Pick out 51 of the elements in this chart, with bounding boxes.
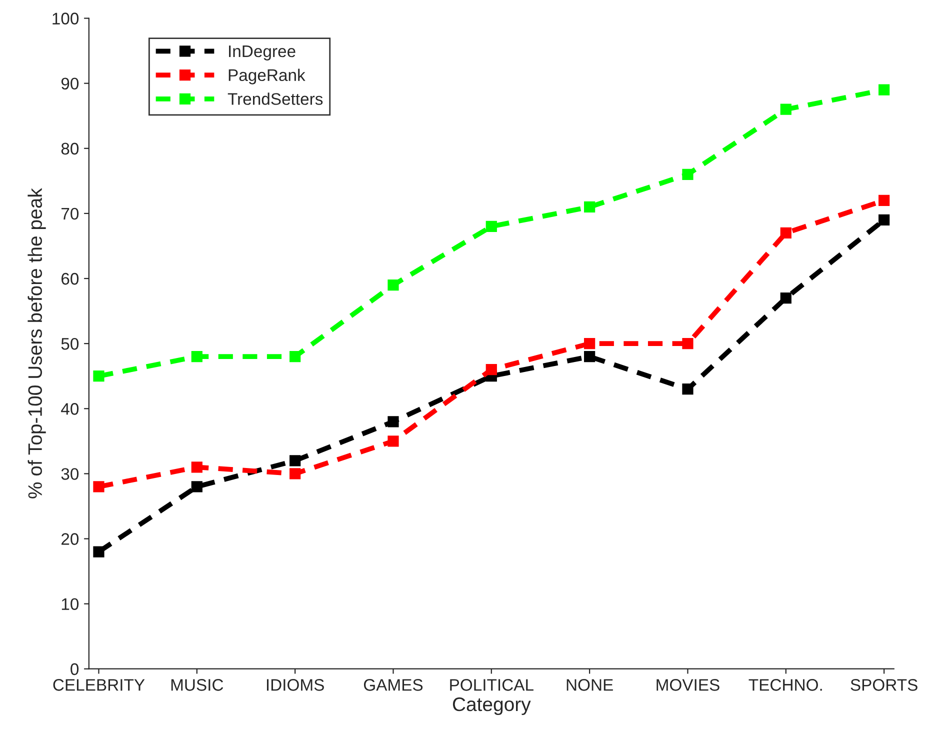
x-tick-label: MOVIES: [656, 679, 720, 691]
y-tick-label: 20: [62, 533, 79, 545]
point: [93, 370, 104, 382]
x-tick-label: CELEBRITY: [53, 679, 145, 691]
x-tick-label: POLITICAL: [450, 679, 534, 691]
x-tick-label: MUSIC: [171, 679, 224, 691]
y-tick-label: 10: [62, 598, 79, 610]
y-tick-label: 40: [61, 403, 79, 415]
y-tick-label: 70: [62, 208, 79, 220]
y-tick-label: 80: [61, 142, 79, 155]
legend-label: PageRank: [228, 68, 306, 84]
y-tick-label: 30: [61, 468, 79, 480]
x-tick-label: SPORTS: [850, 679, 918, 691]
point: [388, 416, 399, 428]
point: [682, 168, 694, 180]
point: [682, 384, 694, 395]
point: [93, 481, 104, 492]
point: [878, 84, 890, 96]
point: [682, 338, 694, 350]
point: [93, 546, 104, 558]
point: [290, 468, 301, 480]
point: [290, 351, 301, 362]
x-tick-label: TECHNO.: [748, 679, 822, 691]
point: [878, 214, 890, 226]
legend-label: TrendSetters: [228, 92, 323, 105]
point: [584, 351, 596, 362]
y-tick-label: 90: [61, 78, 79, 90]
x-axis-title: Category: [452, 697, 531, 716]
point: [191, 351, 202, 362]
legend-label: InDegree: [229, 46, 296, 60]
point: [191, 462, 202, 473]
point: [584, 338, 596, 350]
point: [290, 455, 301, 466]
y-tick-label: 60: [62, 272, 79, 285]
point: [486, 220, 497, 232]
y-axis-title: % of Top-100 Users before the peak: [28, 188, 46, 498]
point: [388, 279, 399, 291]
point: [486, 364, 497, 376]
point: [584, 201, 596, 212]
y-tick-label: 0: [70, 663, 79, 676]
point: [878, 194, 890, 206]
x-tick-label: IDIOMS: [266, 679, 324, 691]
point: [191, 481, 202, 492]
point: [780, 104, 792, 115]
point: [780, 292, 792, 304]
x-tick-label: GAMES: [364, 679, 423, 691]
x-tick-label: NONE: [566, 679, 613, 691]
y-tick-label: 100: [52, 12, 79, 24]
point: [388, 436, 399, 447]
y-tick-label: 50: [61, 338, 79, 350]
point: [780, 227, 792, 239]
